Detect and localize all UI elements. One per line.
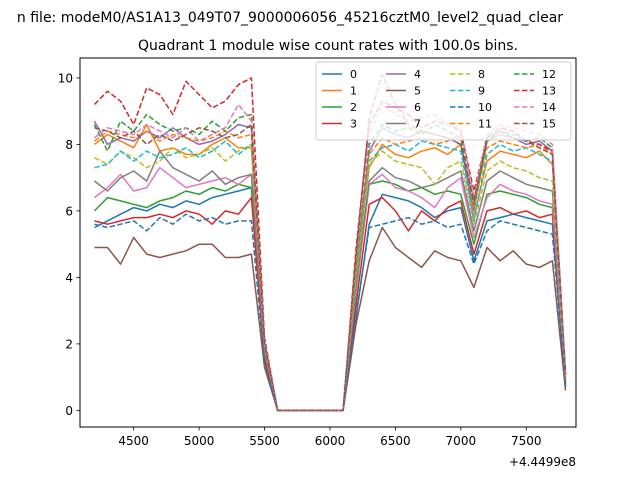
y-tick-label-4: 4 bbox=[65, 271, 73, 285]
legend-label-0: 0 bbox=[350, 68, 357, 81]
x-tick-label-7500: 7500 bbox=[511, 434, 542, 448]
series-line-8 bbox=[94, 143, 567, 412]
y-tick-label-0: 0 bbox=[65, 404, 73, 418]
legend-label-1: 1 bbox=[350, 85, 357, 98]
legend-label-14: 14 bbox=[542, 101, 556, 114]
legend-label-6: 6 bbox=[414, 101, 421, 114]
y-tick-label-8: 8 bbox=[65, 138, 73, 152]
x-tick-label-4500: 4500 bbox=[118, 434, 149, 448]
legend-label-5: 5 bbox=[414, 85, 421, 98]
x-tick-label-5500: 5500 bbox=[249, 434, 280, 448]
y-tick-label-10: 10 bbox=[58, 71, 73, 85]
y-tick-label-2: 2 bbox=[65, 337, 73, 351]
x-tick-label-7000: 7000 bbox=[446, 434, 477, 448]
legend-label-9: 9 bbox=[478, 85, 485, 98]
legend-label-10: 10 bbox=[478, 101, 492, 114]
legend-label-8: 8 bbox=[478, 68, 485, 81]
legend-label-3: 3 bbox=[350, 118, 357, 131]
x-tick-label-6000: 6000 bbox=[315, 434, 346, 448]
legend-label-7: 7 bbox=[414, 118, 421, 131]
series-line-13 bbox=[93, 77, 567, 412]
series-layer bbox=[93, 73, 567, 412]
legend-label-4: 4 bbox=[414, 68, 421, 81]
legend-label-13: 13 bbox=[542, 85, 556, 98]
chart-title: Quadrant 1 module wise count rates with … bbox=[138, 38, 518, 54]
y-tick-label-6: 6 bbox=[65, 204, 73, 218]
x-offset-label: +4.4499e8 bbox=[509, 455, 576, 469]
axes-frame bbox=[79, 57, 577, 428]
figure-suptitle: n file: modeM0/AS1A13_049T07_9000006056_… bbox=[17, 10, 563, 26]
series-line-12 bbox=[93, 113, 567, 412]
x-tick-label-6500: 6500 bbox=[380, 434, 411, 448]
legend-box bbox=[315, 61, 572, 141]
legend-label-15: 15 bbox=[542, 118, 556, 131]
x-tick-label-5000: 5000 bbox=[184, 434, 215, 448]
legend-label-12: 12 bbox=[542, 68, 556, 81]
legend-label-11: 11 bbox=[478, 118, 492, 131]
legend-label-2: 2 bbox=[350, 101, 357, 114]
